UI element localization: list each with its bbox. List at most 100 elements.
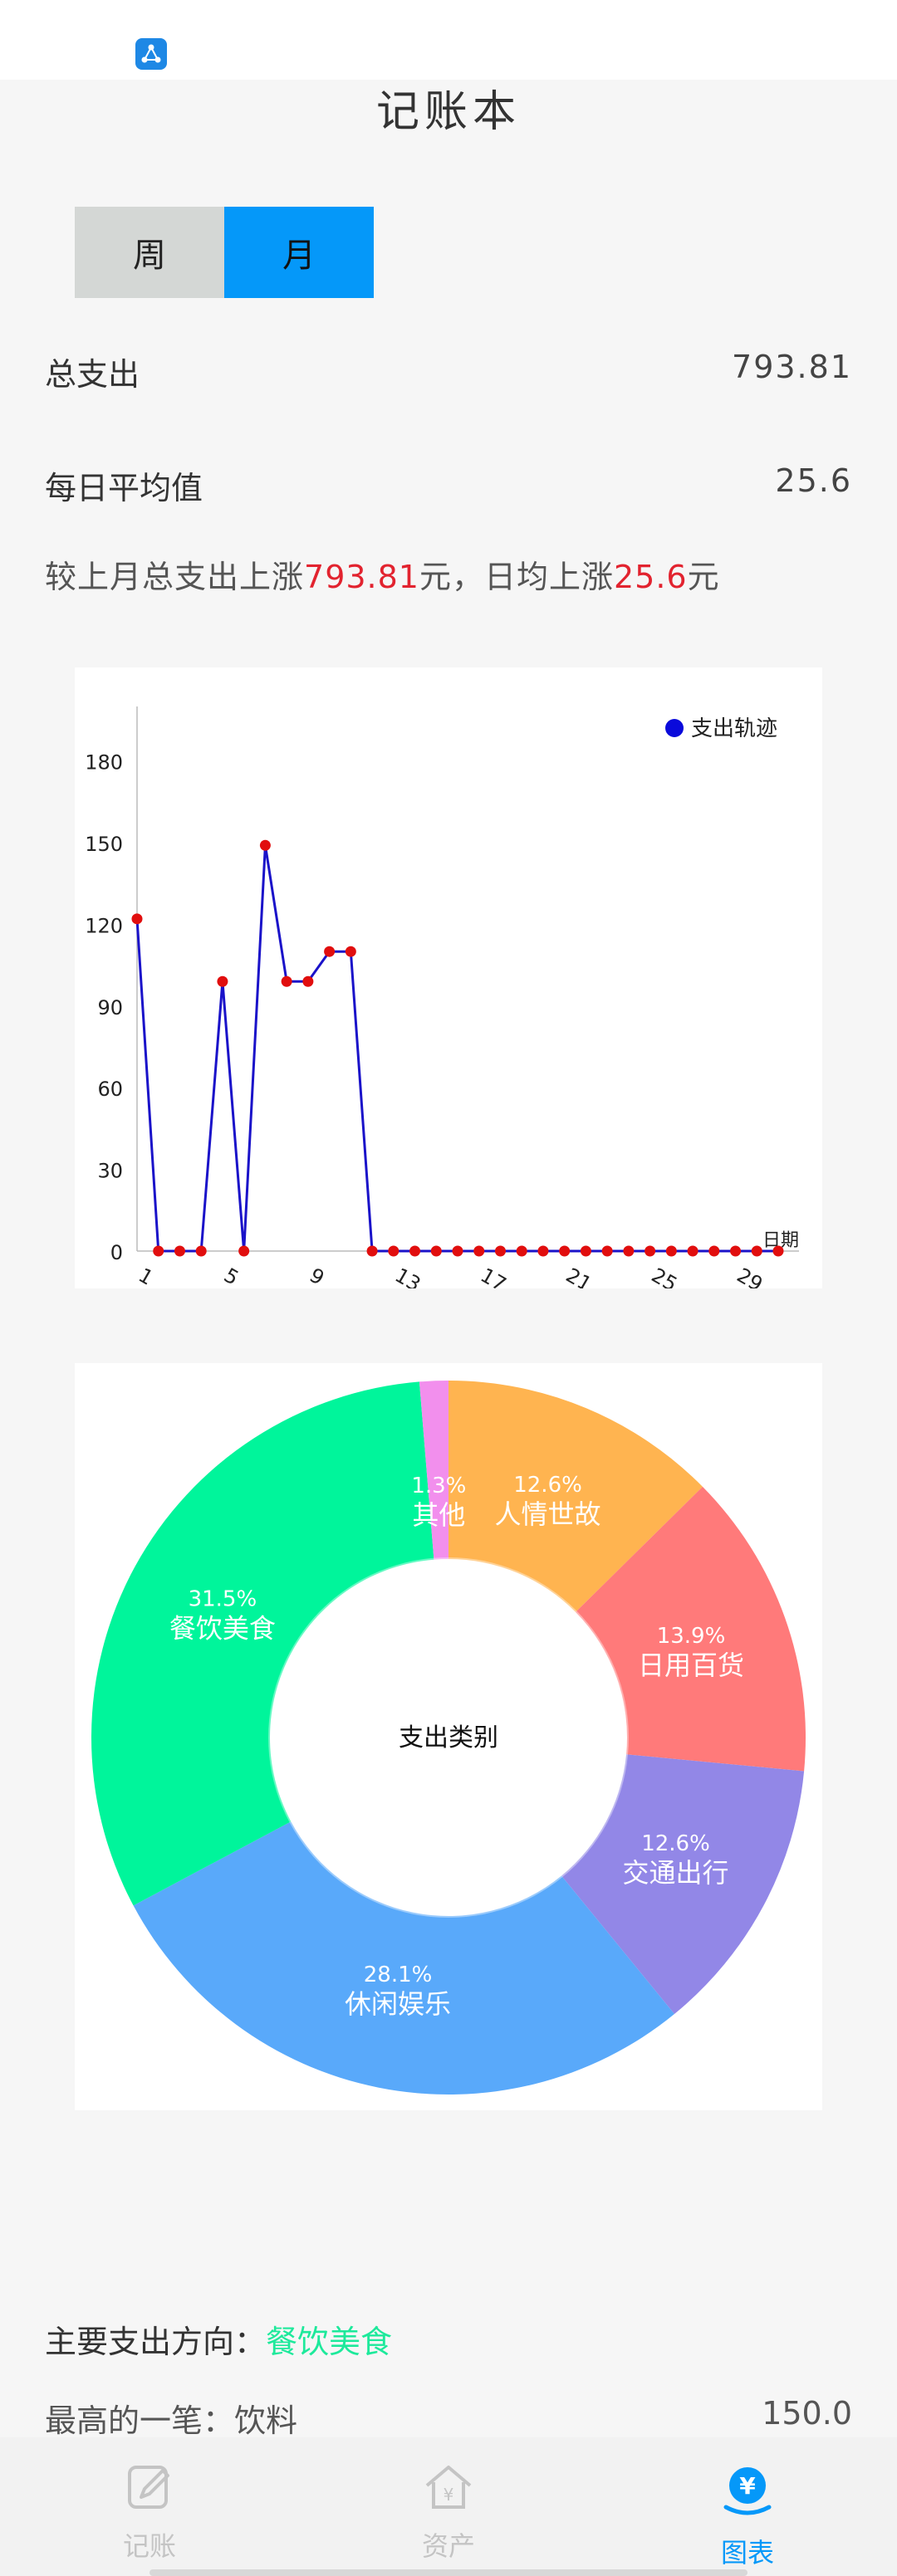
tab-charts[interactable]: ¥ 图表	[598, 2437, 897, 2576]
slice-percent-label: 12.6%	[641, 1831, 710, 1856]
x-tick-label: 13	[391, 1264, 424, 1288]
donut-hole	[284, 1573, 613, 1902]
x-tick-label: 21	[562, 1264, 596, 1288]
slice-name-label: 人情世故	[495, 1498, 601, 1530]
pie-slice[interactable]	[133, 1821, 675, 2095]
highest-expense-value: 150.0	[762, 2395, 852, 2432]
tab-label: 图表	[720, 2537, 774, 2569]
x-tick-label: 5	[220, 1264, 243, 1288]
data-point[interactable]	[345, 946, 356, 957]
total-expense-row: 总支出 793.81	[45, 349, 852, 394]
data-point[interactable]	[601, 1245, 613, 1257]
data-point[interactable]	[645, 1245, 656, 1257]
data-point[interactable]	[217, 975, 228, 987]
toggle-month-button[interactable]: 月	[224, 207, 374, 298]
data-point[interactable]	[537, 1245, 549, 1257]
data-point[interactable]	[281, 975, 292, 987]
tab-label: 记账	[122, 2530, 176, 2562]
expense-line-chart-card: 0 30 60 90 120 150 180 1 5 9 13 17 21 25 29 日期 支出轨迹	[75, 667, 822, 1296]
main-direction-value: 餐饮美食	[266, 2324, 393, 2360]
x-tick-label: 1	[135, 1264, 157, 1288]
data-point[interactable]	[559, 1245, 571, 1257]
compare-mid: 元，日均上涨	[419, 559, 614, 595]
data-point[interactable]	[772, 1245, 784, 1257]
home-indicator	[150, 2569, 748, 2576]
daily-average-label: 每日平均值	[45, 470, 203, 506]
data-point[interactable]	[409, 1245, 421, 1257]
data-point[interactable]	[708, 1245, 720, 1257]
legend-marker	[665, 719, 684, 737]
yen-chart-icon: ¥	[723, 2467, 772, 2515]
tab-label: 资产	[421, 2530, 475, 2562]
x-tick-label: 29	[733, 1264, 767, 1288]
app-notification-icon	[135, 38, 167, 70]
total-expense-label: 总支出	[45, 356, 140, 393]
month-comparison-text: 较上月总支出上涨793.81元，日均上涨25.6元	[45, 551, 720, 597]
y-tick-label: 120	[85, 914, 123, 937]
data-point[interactable]	[366, 1245, 378, 1257]
slice-name-label: 休闲娱乐	[345, 1988, 451, 2020]
slice-percent-label: 1.3%	[411, 1474, 466, 1498]
data-point[interactable]	[452, 1245, 463, 1257]
toggle-week-button[interactable]: 周	[75, 207, 224, 298]
category-pie-chart-card: 12.6% 人情世故 13.9% 日用百货 12.6% 交通出行 28.1% 休闲娱乐 31.5…	[75, 1363, 822, 2110]
pie-slice[interactable]	[448, 1381, 703, 1612]
slice-percent-label: 28.1%	[364, 1963, 433, 1987]
data-point[interactable]	[665, 1245, 677, 1257]
slice-name-label: 日用百货	[638, 1650, 744, 1681]
data-point[interactable]	[238, 1245, 250, 1257]
daily-average-value: 25.6	[775, 462, 852, 499]
data-point[interactable]	[153, 1245, 164, 1257]
period-toggle: 周 月	[75, 207, 374, 298]
main-direction-label: 主要支出方向：	[45, 2324, 267, 2360]
slice-name-label: 其他	[412, 1499, 465, 1531]
y-tick-label: 30	[97, 1160, 123, 1183]
donut-center-label: 支出类别	[399, 1723, 498, 1752]
compare-amount: 793.81	[304, 559, 419, 595]
tab-bookkeeping[interactable]: 记账	[0, 2437, 299, 2576]
slice-name-label: 餐饮美食	[169, 1613, 276, 1645]
compare-suffix: 元	[687, 559, 720, 595]
data-point[interactable]	[751, 1245, 762, 1257]
slice-name-label: 交通出行	[623, 1857, 729, 1889]
data-point[interactable]	[388, 1245, 399, 1257]
data-point[interactable]	[580, 1245, 591, 1257]
data-point[interactable]	[473, 1245, 485, 1257]
legend-label: 支出轨迹	[691, 716, 777, 741]
slice-percent-label: 31.5%	[189, 1587, 257, 1612]
bottom-tab-bar: 记账 ¥ 资产 ¥ 图表	[0, 2437, 897, 2576]
highest-expense-label: 最高的一笔：饮料	[45, 2402, 298, 2439]
tab-assets[interactable]: ¥ 资产	[299, 2437, 598, 2576]
data-point[interactable]	[730, 1245, 742, 1257]
house-yen-icon: ¥	[425, 2466, 472, 2509]
slice-percent-label: 13.9%	[657, 1624, 726, 1649]
data-point[interactable]	[494, 1245, 506, 1257]
data-point[interactable]	[131, 913, 143, 925]
y-tick-label: 90	[97, 996, 123, 1019]
x-tick-label: 17	[477, 1264, 510, 1288]
x-tick-label: 25	[648, 1264, 681, 1288]
data-point[interactable]	[195, 1245, 207, 1257]
pie-slice[interactable]	[575, 1486, 806, 1772]
status-bar	[0, 0, 897, 80]
data-point[interactable]	[687, 1245, 698, 1257]
series-line	[135, 845, 778, 1253]
page-title: 记账本	[375, 87, 521, 137]
data-point[interactable]	[259, 839, 271, 851]
pie-slice[interactable]	[561, 1754, 805, 2015]
data-point[interactable]	[174, 1245, 185, 1257]
data-point[interactable]	[516, 1245, 527, 1257]
data-point[interactable]	[430, 1245, 442, 1257]
edit-icon	[128, 2466, 169, 2509]
y-tick-label: 150	[85, 833, 123, 856]
slice-percent-label: 12.6%	[513, 1473, 582, 1498]
compare-prefix: 较上月总支出上涨	[45, 559, 305, 595]
category-pie-chart: 12.6%人情世故13.9%日用百货12.6%交通出行28.1%休闲娱乐31.5…	[91, 1381, 806, 2095]
data-point[interactable]	[623, 1245, 635, 1257]
pie-slice[interactable]	[419, 1381, 448, 1560]
data-point[interactable]	[302, 975, 314, 987]
compare-daily: 25.6	[614, 559, 688, 595]
data-point[interactable]	[324, 946, 336, 957]
pie-slice[interactable]	[91, 1381, 434, 1906]
